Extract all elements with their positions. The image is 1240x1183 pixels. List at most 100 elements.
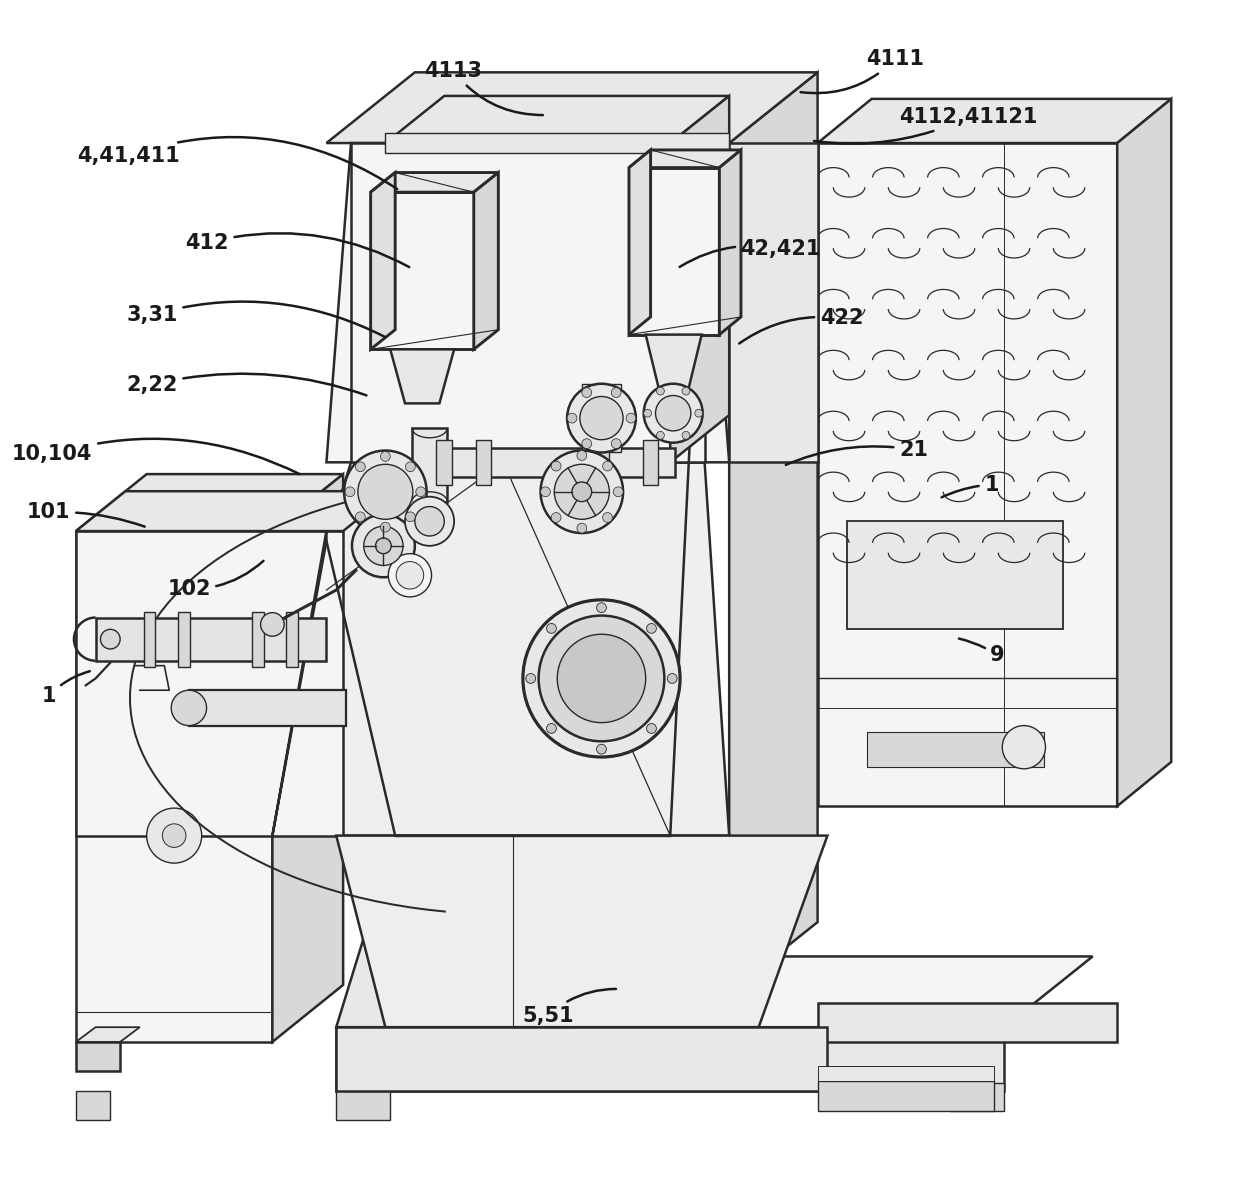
Circle shape [646, 724, 656, 733]
Circle shape [146, 808, 202, 864]
Circle shape [547, 724, 557, 733]
Polygon shape [326, 72, 817, 143]
Circle shape [656, 387, 665, 395]
Circle shape [541, 451, 622, 534]
Polygon shape [76, 1027, 140, 1042]
Polygon shape [76, 531, 343, 835]
Text: 1: 1 [941, 474, 998, 497]
Text: 42,421: 42,421 [680, 239, 821, 267]
Text: 5,51: 5,51 [522, 989, 616, 1026]
Circle shape [596, 603, 606, 613]
Circle shape [381, 522, 391, 532]
Polygon shape [729, 143, 817, 463]
Circle shape [405, 497, 454, 545]
Circle shape [656, 432, 665, 439]
Bar [476, 440, 491, 485]
Circle shape [415, 487, 425, 497]
Bar [817, 1081, 994, 1111]
Circle shape [415, 506, 444, 536]
Polygon shape [336, 835, 709, 1027]
Circle shape [356, 512, 366, 522]
Polygon shape [273, 463, 729, 835]
Circle shape [567, 413, 577, 424]
Circle shape [682, 387, 689, 395]
Bar [386, 134, 729, 153]
Circle shape [396, 562, 424, 589]
Polygon shape [326, 143, 729, 463]
Polygon shape [273, 474, 343, 1042]
Circle shape [656, 395, 691, 431]
Polygon shape [76, 474, 343, 531]
Polygon shape [719, 150, 742, 335]
Text: 4112,41121: 4112,41121 [813, 108, 1038, 143]
Circle shape [577, 523, 587, 534]
Polygon shape [336, 1027, 827, 1091]
Circle shape [582, 388, 591, 397]
Polygon shape [817, 1003, 1117, 1042]
Polygon shape [646, 335, 702, 403]
Text: 422: 422 [739, 309, 863, 343]
Polygon shape [391, 349, 454, 403]
Circle shape [381, 452, 391, 461]
Circle shape [260, 613, 284, 636]
Bar [286, 612, 298, 667]
Bar [817, 1066, 994, 1081]
Bar [95, 618, 326, 661]
Text: 3,31: 3,31 [126, 302, 384, 337]
Bar [179, 612, 190, 667]
Circle shape [554, 464, 609, 519]
Bar [436, 440, 453, 485]
Bar [412, 428, 448, 502]
Circle shape [614, 487, 622, 497]
Circle shape [572, 481, 591, 502]
Circle shape [580, 396, 622, 440]
Circle shape [100, 629, 120, 649]
Text: 21: 21 [786, 440, 928, 465]
Circle shape [603, 512, 613, 523]
Polygon shape [386, 96, 729, 143]
Bar [336, 1091, 391, 1120]
Circle shape [541, 487, 551, 497]
Polygon shape [629, 168, 719, 335]
Circle shape [352, 515, 415, 577]
Text: 101: 101 [27, 503, 145, 526]
Bar [950, 1084, 1004, 1111]
Polygon shape [336, 956, 1092, 1027]
Polygon shape [371, 173, 498, 192]
Polygon shape [729, 72, 817, 993]
Polygon shape [1117, 99, 1172, 806]
Circle shape [376, 538, 392, 554]
Polygon shape [629, 150, 651, 335]
Circle shape [582, 439, 591, 448]
Circle shape [356, 461, 366, 472]
Text: 4111: 4111 [801, 50, 924, 93]
Circle shape [603, 461, 613, 471]
Bar [582, 383, 621, 453]
Circle shape [1002, 725, 1045, 769]
Polygon shape [371, 173, 396, 349]
Circle shape [552, 461, 560, 471]
Polygon shape [817, 99, 1172, 143]
Text: 1: 1 [41, 671, 89, 706]
Circle shape [526, 673, 536, 684]
Circle shape [552, 512, 560, 523]
Bar [76, 1091, 110, 1120]
Text: 4113: 4113 [424, 60, 543, 115]
Bar [847, 522, 1063, 629]
Circle shape [644, 383, 703, 442]
Polygon shape [629, 150, 742, 168]
Polygon shape [817, 143, 1117, 806]
Circle shape [363, 526, 403, 565]
Circle shape [171, 690, 207, 725]
Circle shape [523, 600, 680, 757]
Circle shape [388, 554, 432, 597]
Circle shape [611, 439, 621, 448]
Circle shape [162, 823, 186, 847]
Circle shape [358, 464, 413, 519]
Circle shape [567, 383, 636, 453]
Bar [252, 612, 264, 667]
Bar [594, 440, 609, 485]
Text: 2,22: 2,22 [126, 374, 367, 395]
Circle shape [538, 615, 665, 742]
Polygon shape [76, 491, 393, 531]
